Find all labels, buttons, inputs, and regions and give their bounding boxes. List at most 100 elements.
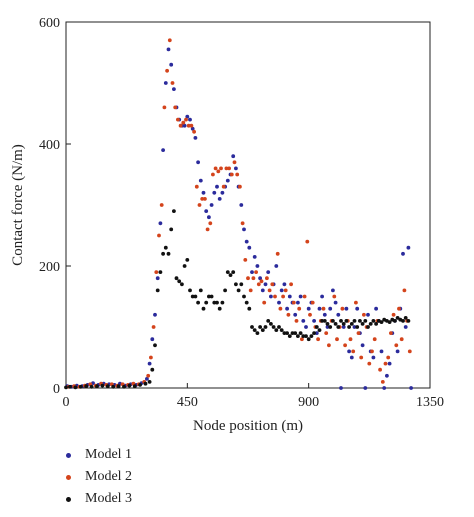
legend-marker: [66, 452, 71, 458]
data-point: [247, 306, 252, 311]
data-point: [366, 312, 370, 317]
data-point: [322, 319, 327, 323]
data-point: [207, 294, 211, 299]
legend-item-model-3: Model 3: [66, 488, 132, 510]
data-point: [291, 300, 296, 305]
legend-label: Model 1: [85, 447, 133, 462]
data-point: [111, 384, 116, 389]
data-point: [243, 258, 248, 262]
data-point: [200, 197, 205, 201]
data-point: [146, 373, 151, 378]
x-tick-label: 1350: [416, 395, 444, 410]
axis-ticks: 0 450 900 1350 0 200 400 600: [39, 16, 444, 410]
data-point: [297, 306, 302, 311]
data-point: [317, 306, 322, 311]
x-tick-label: 450: [177, 395, 198, 410]
data-point: [252, 328, 257, 332]
data-point: [382, 386, 387, 390]
data-point: [185, 258, 190, 262]
data-point: [312, 319, 316, 323]
series-3: [64, 209, 411, 390]
data-point: [234, 282, 238, 287]
data-point: [293, 312, 298, 317]
data-point: [172, 209, 176, 214]
data-point: [242, 227, 246, 232]
data-point: [174, 276, 179, 281]
data-point: [305, 239, 310, 244]
data-point: [320, 294, 324, 299]
data-point: [216, 169, 221, 174]
data-point: [143, 381, 148, 386]
data-point: [250, 270, 254, 274]
data-point: [196, 300, 201, 305]
data-point: [246, 276, 250, 281]
legend-marker: [66, 474, 71, 480]
data-point: [301, 334, 306, 338]
data-point: [255, 331, 260, 335]
data-point: [186, 123, 191, 128]
data-point: [190, 126, 195, 131]
data-point: [372, 337, 377, 342]
data-point: [374, 322, 378, 326]
data-point: [239, 203, 244, 207]
data-point: [221, 184, 226, 189]
data-point: [68, 384, 72, 389]
data-point: [176, 117, 180, 122]
data-point: [298, 331, 303, 335]
data-point: [204, 300, 209, 305]
data-point: [383, 361, 388, 366]
data-point: [322, 312, 327, 317]
data-point: [277, 325, 281, 329]
data-point: [132, 384, 137, 389]
data-point: [281, 294, 285, 299]
data-point: [215, 184, 219, 189]
data-point: [401, 251, 405, 256]
data-point: [300, 337, 304, 342]
data-point: [173, 105, 178, 110]
data-point: [282, 282, 287, 287]
data-point: [203, 197, 207, 201]
data-point: [255, 264, 260, 268]
data-point: [150, 367, 155, 372]
data-point: [304, 334, 308, 338]
data-point: [333, 322, 338, 326]
data-point: [147, 361, 152, 366]
legend-label: Model 2: [85, 469, 133, 484]
data-point: [166, 251, 171, 256]
data-point: [287, 294, 292, 299]
data-point: [263, 282, 268, 287]
data-point: [358, 319, 362, 323]
data-point: [302, 294, 307, 299]
data-point: [217, 306, 222, 311]
data-point: [312, 331, 316, 335]
data-point: [211, 172, 215, 177]
data-point: [352, 319, 357, 323]
data-point: [178, 123, 183, 128]
data-point: [282, 331, 287, 335]
data-point: [343, 343, 347, 348]
data-point: [379, 320, 384, 324]
data-point: [348, 337, 353, 342]
data-point: [402, 288, 407, 293]
data-point: [285, 331, 289, 335]
data-point: [407, 349, 412, 354]
data-point: [260, 288, 265, 293]
data-point: [161, 148, 166, 153]
data-point: [320, 319, 324, 323]
data-point: [78, 384, 83, 389]
data-point: [356, 331, 361, 335]
data-point: [265, 276, 269, 281]
data-point: [150, 337, 155, 342]
data-point: [235, 172, 240, 177]
data-point: [347, 349, 351, 354]
data-point: [154, 270, 159, 274]
data-point: [167, 38, 172, 43]
data-point: [145, 377, 149, 381]
data-point: [165, 68, 170, 73]
data-point: [328, 325, 333, 329]
data-point: [258, 276, 262, 281]
data-point: [213, 166, 218, 171]
data-point: [395, 349, 400, 354]
data-point: [185, 114, 190, 119]
data-point: [193, 294, 198, 299]
